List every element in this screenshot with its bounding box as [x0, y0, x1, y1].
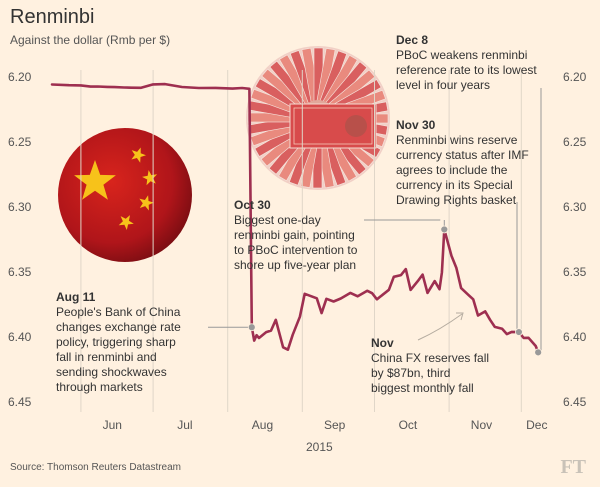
- event-marker: [534, 348, 543, 357]
- annotation-nov30-line: Drawing Rights basket: [396, 193, 517, 207]
- annotation-aug11-line: policy, triggering sharp: [56, 335, 176, 349]
- y-tick-label-left: 6.35: [8, 265, 32, 279]
- y-tick-label-right: 6.30: [563, 200, 587, 214]
- annotation-oct30-line: Biggest one-day: [234, 213, 321, 227]
- event-marker: [440, 225, 449, 234]
- x-tick-label: Sep: [324, 418, 346, 432]
- source-note: Source: Thomson Reuters Datastream: [10, 462, 182, 473]
- annotation-nov30: Nov 30 Renminbi wins reserve currency st…: [396, 118, 529, 208]
- y-tick-label-left: 6.25: [8, 135, 32, 149]
- annotation-dec8-date: Dec 8: [396, 33, 429, 47]
- series-line: [50, 82, 540, 354]
- annotation-oct30-line: shore up five-year plan: [234, 258, 357, 272]
- banknote-fan-icon: [246, 46, 390, 190]
- annotation-aug11-line: fall in renminbi and: [56, 350, 157, 364]
- x-tick-label: Nov: [470, 418, 493, 432]
- ft-logo: FT: [560, 456, 586, 478]
- annotation-nov: Nov China FX reserves fall by $87bn, thi…: [371, 336, 489, 396]
- event-marker: [515, 328, 523, 336]
- y-tick-label-right: 6.40: [563, 330, 587, 344]
- event-marker: [247, 323, 256, 332]
- plot-area: [50, 82, 543, 357]
- annotation-aug11-line: through markets: [56, 380, 143, 394]
- annotation-oct30-line: to PBoC intervention to: [234, 243, 358, 257]
- annotation-nov30-line: currency in its Special: [396, 178, 513, 192]
- annotation-nov-date: Nov: [371, 336, 394, 350]
- vertical-gridlines: [80, 70, 522, 412]
- annotation-oct30-date: Oct 30: [234, 198, 271, 212]
- leader-nov-arrow: [417, 313, 463, 341]
- x-tick-label: Oct: [398, 418, 418, 432]
- y-tick-label-right: 6.35: [563, 265, 587, 279]
- annotation-aug11-line: sending shockwaves: [56, 365, 167, 379]
- annotation-dec8: Dec 8 PBoC weakens renminbi reference ra…: [396, 33, 537, 93]
- annotation-aug11-date: Aug 11: [56, 290, 96, 304]
- annotation-aug11-line: changes exchange rate: [56, 320, 181, 334]
- annotation-dec8-line: level in four years: [396, 78, 491, 92]
- annotation-nov30-date: Nov 30: [396, 118, 436, 132]
- annotation-nov30-line: agrees to include the: [396, 163, 508, 177]
- annotation-nov30-line: Renminbi wins reserve: [396, 133, 518, 147]
- annotation-leader-lines: [208, 88, 542, 353]
- annotation-dec8-line: reference rate to its lowest: [396, 63, 537, 77]
- annotation-oct30: Oct 30 Biggest one-day renminbi gain, po…: [234, 198, 357, 273]
- annotation-nov-line: by $87bn, third: [371, 366, 451, 380]
- annotation-oct30-line: renminbi gain, pointing: [234, 228, 355, 242]
- annotation-nov-line: China FX reserves fall: [371, 351, 490, 365]
- x-tick-label: Jun: [102, 418, 122, 432]
- y-tick-label-left: 6.40: [8, 330, 32, 344]
- annotation-nov-line: biggest monthly fall: [371, 381, 474, 395]
- x-tick-label: Aug: [251, 418, 274, 432]
- x-tick-label: Jul: [177, 418, 193, 432]
- x-tick-label: Dec: [526, 418, 548, 432]
- annotation-aug11-line: People's Bank of China: [56, 305, 181, 319]
- y-tick-label-right: 6.20: [563, 70, 587, 84]
- y-tick-label-right: 6.45: [563, 395, 587, 409]
- chart-title: Renminbi: [10, 6, 95, 28]
- y-tick-label-left: 6.45: [8, 395, 32, 409]
- y-tick-label-left: 6.20: [8, 70, 32, 84]
- annotation-nov30-line: currency status after IMF: [396, 148, 529, 162]
- chart-subtitle: Against the dollar (Rmb per $): [10, 33, 171, 47]
- leader-nov-arrowhead: [456, 312, 464, 321]
- y-tick-label-left: 6.30: [8, 200, 32, 214]
- y-tick-label-right: 6.25: [563, 135, 587, 149]
- annotation-aug11: Aug 11 People's Bank of China changes ex…: [56, 290, 181, 395]
- annotation-dec8-line: PBoC weakens renminbi: [396, 48, 528, 62]
- china-flag-icon: [58, 128, 192, 262]
- x-axis-year-label: 2015: [306, 440, 333, 454]
